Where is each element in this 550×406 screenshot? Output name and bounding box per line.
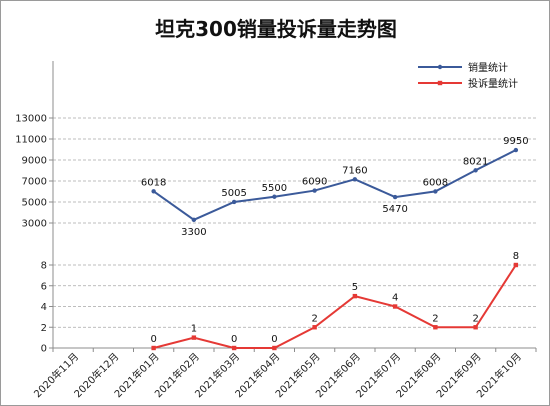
upper-y-tick-label: 5000	[22, 198, 47, 209]
data-label: 9950	[503, 136, 528, 147]
series-marker-0	[231, 199, 237, 205]
series-marker-1	[231, 345, 237, 351]
data-label: 3300	[181, 227, 206, 238]
series-marker-1	[191, 335, 197, 340]
series-line-0	[153, 149, 517, 221]
upper-y-tick-label: 7000	[22, 177, 47, 188]
upper-y-tick-label: 13000	[15, 114, 47, 125]
data-label: 4	[392, 293, 398, 304]
legend-marker-0	[437, 64, 443, 70]
series-marker-0	[151, 189, 156, 194]
data-label: 5500	[262, 183, 287, 194]
upper-y-tick-label: 9000	[22, 156, 47, 167]
legend-label-0: 销量统计	[468, 61, 508, 74]
legend-marker-1	[437, 80, 443, 86]
data-label: 0	[271, 334, 277, 345]
upper-y-tick-label: 3000	[22, 219, 47, 230]
chart-title: 坦克300销量投诉量走势图	[155, 17, 397, 41]
series-lines	[151, 147, 519, 351]
data-label: 1	[191, 324, 197, 335]
data-label: 8021	[463, 156, 488, 167]
series-marker-0	[473, 168, 478, 173]
data-label: 7160	[342, 165, 367, 176]
data-label: 2	[311, 313, 317, 324]
lower-y-tick-label: 4	[41, 302, 47, 313]
series-marker-0	[352, 177, 358, 182]
data-label: 6008	[423, 177, 448, 188]
lower-y-tick-label: 2	[41, 323, 47, 334]
upper-y-tick-label: 11000	[15, 135, 47, 146]
data-label: 8	[513, 251, 519, 262]
series-marker-1	[312, 325, 317, 330]
data-label: 0	[150, 334, 156, 345]
series-marker-1	[392, 304, 398, 309]
series-line-1	[153, 264, 517, 349]
series-marker-0	[513, 147, 519, 153]
series-marker-0	[433, 189, 438, 194]
series-marker-1	[272, 345, 277, 351]
series-marker-1	[151, 345, 156, 351]
lower-y-tick-label: 0	[41, 344, 47, 355]
lower-y-tick-label: 8	[41, 261, 47, 272]
axes	[49, 61, 537, 352]
legend-label-1: 投诉量统计	[468, 77, 518, 90]
data-label: 6090	[302, 177, 327, 188]
data-label: 5	[352, 282, 358, 293]
lower-y-tick-label: 6	[41, 281, 47, 292]
series-marker-1	[433, 325, 438, 330]
data-label: 2	[472, 313, 478, 324]
series-marker-1	[473, 325, 478, 330]
grid-lines	[53, 117, 536, 328]
series-marker-0	[312, 188, 317, 193]
series-marker-1	[352, 293, 358, 299]
data-label: 2	[432, 313, 438, 324]
data-label: 5005	[221, 188, 246, 199]
series-marker-0	[272, 194, 277, 199]
series-marker-0	[191, 217, 197, 223]
data-label: 0	[231, 334, 237, 345]
tick-labels: 30005000700090001100013000024682020年11月2…	[15, 114, 524, 401]
series-marker-0	[392, 194, 398, 200]
series-marker-1	[513, 262, 519, 268]
data-label: 6018	[141, 177, 166, 188]
data-label: 5470	[382, 204, 407, 215]
